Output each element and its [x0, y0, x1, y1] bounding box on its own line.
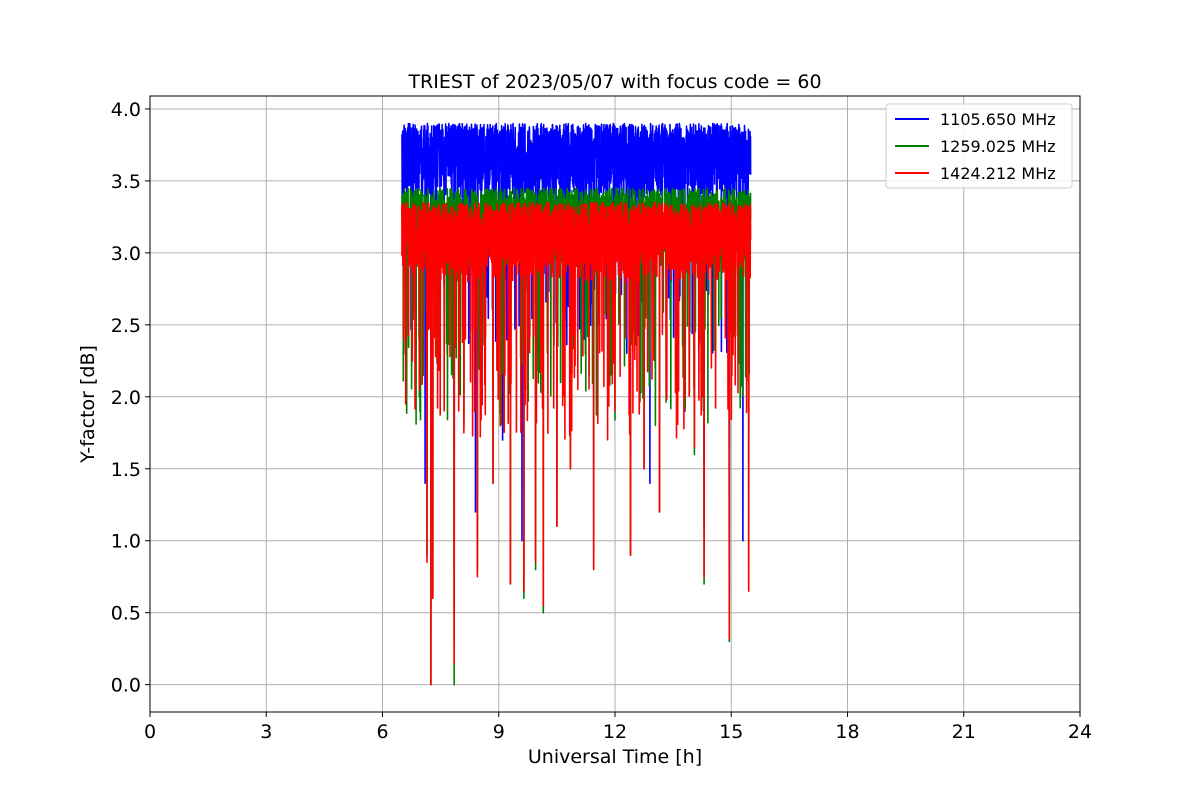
- x-tick-label: 6: [376, 721, 388, 743]
- y-tick-label: 2.5: [111, 315, 141, 337]
- y-axis: 0.0 0.5 1.0 1.5 2.0 2.5 3.0 3.5 4.0: [111, 99, 150, 697]
- y-tick-label: 1.5: [111, 459, 141, 481]
- y-tick-label: 2.0: [111, 387, 141, 409]
- legend-label-2: 1259.025 MHz: [940, 137, 1056, 156]
- x-axis-label: Universal Time [h]: [528, 746, 702, 768]
- x-tick-label: 3: [260, 721, 272, 743]
- x-tick-label: 9: [493, 721, 505, 743]
- y-tick-label: 4.0: [111, 99, 141, 121]
- y-tick-label: 3.0: [111, 243, 141, 265]
- y-axis-label: Y-factor [dB]: [77, 345, 99, 464]
- legend-label-3: 1424.212 MHz: [940, 164, 1056, 183]
- legend-label-1: 1105.650 MHz: [940, 110, 1056, 129]
- legend: 1105.650 MHz 1259.025 MHz 1424.212 MHz: [885, 103, 1073, 189]
- x-tick-label: 18: [835, 721, 859, 743]
- chart-title: TRIEST of 2023/05/07 with focus code = 6…: [407, 71, 821, 93]
- x-tick-label: 0: [144, 721, 156, 743]
- x-tick-label: 15: [719, 721, 743, 743]
- plot-area: [401, 122, 752, 686]
- series-line-3: [401, 201, 752, 686]
- y-tick-label: 0.5: [111, 603, 141, 625]
- y-tick-label: 1.0: [111, 531, 141, 553]
- y-tick-label: 0.0: [111, 675, 141, 697]
- x-tick-label: 12: [603, 721, 627, 743]
- x-tick-label: 24: [1068, 721, 1092, 743]
- legend-box: [885, 103, 1073, 189]
- x-axis: 0 3 6 9 12 15 18 21 24: [144, 712, 1092, 743]
- series-line-1: [401, 122, 752, 643]
- x-tick-label: 21: [952, 721, 976, 743]
- y-tick-label: 3.5: [111, 171, 141, 193]
